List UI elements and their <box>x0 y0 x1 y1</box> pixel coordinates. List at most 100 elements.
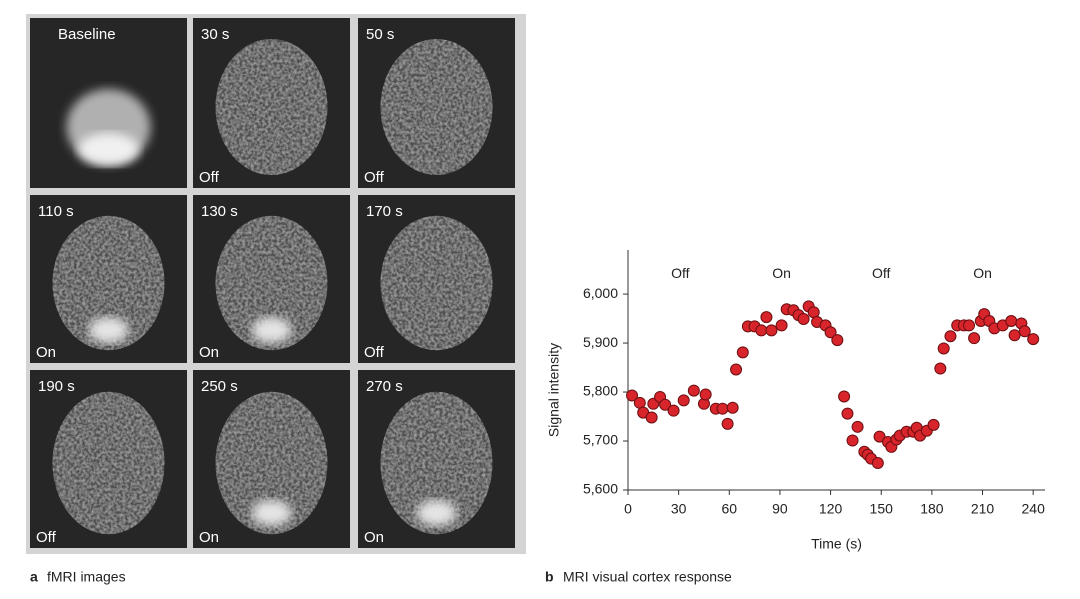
point <box>721 417 734 430</box>
annotation: Off <box>872 265 891 281</box>
image-state-label: On <box>199 344 219 361</box>
y-tick-label: 5,700 <box>583 432 618 448</box>
point <box>659 398 672 411</box>
point <box>765 324 778 337</box>
fmri-image: 110 s On <box>30 195 187 363</box>
point <box>838 390 851 403</box>
chart: 5,600 5,700 5,800 5,900 6,000 0 30 60 90 120 150 18… <box>546 250 1045 552</box>
y-tick-label: 5,900 <box>583 334 618 350</box>
fmri-image: 130 s On <box>193 195 350 363</box>
annotation: On <box>772 265 791 281</box>
brain <box>215 39 328 175</box>
point <box>699 388 712 401</box>
x-tick-label: 0 <box>624 501 632 517</box>
y-axis-label: Signal intensity <box>546 343 562 437</box>
fmri-image: 50 s Off <box>358 18 515 188</box>
brain <box>52 215 165 351</box>
image-time-label: Baseline <box>58 26 116 43</box>
point <box>927 418 940 431</box>
fmri-image: 270 s On <box>358 370 515 548</box>
point <box>937 342 950 355</box>
point <box>824 326 837 339</box>
fmri-image: 250 s On <box>193 370 350 548</box>
x-tick-label: 210 <box>971 501 995 517</box>
image-time-label: 50 s <box>366 26 394 43</box>
fmri-image: 170 s Off <box>358 195 515 363</box>
annotation: On <box>973 265 992 281</box>
point <box>831 334 844 347</box>
image-state-label: Off <box>364 344 385 361</box>
point <box>1005 315 1018 328</box>
x-tick-label: 30 <box>671 501 687 517</box>
point <box>687 384 700 397</box>
point <box>645 411 658 424</box>
point <box>1027 333 1040 346</box>
point <box>934 362 947 375</box>
image-time-label: 250 s <box>201 378 238 395</box>
brain <box>215 391 328 535</box>
point <box>841 407 854 420</box>
point <box>667 404 680 417</box>
x-tick-label: 60 <box>722 501 738 517</box>
point <box>1018 325 1031 338</box>
point <box>726 401 739 414</box>
y-tick-label: 5,800 <box>583 383 618 399</box>
image-time-label: 30 s <box>201 26 229 43</box>
x-tick-label: 90 <box>772 501 788 517</box>
brain <box>380 215 493 351</box>
activation <box>88 317 129 344</box>
image-time-label: 190 s <box>38 378 75 395</box>
point <box>871 457 884 470</box>
image-grid: Baseline 30 s Off 50 s Off 110 s On 130 s On 170 … <box>30 18 515 548</box>
point <box>626 389 639 402</box>
x-tick-label: 150 <box>870 501 894 517</box>
panel-caption: MRI visual cortex response <box>563 569 732 585</box>
brain <box>380 39 493 175</box>
annotation: Off <box>671 265 690 281</box>
point <box>944 330 957 343</box>
y-tick-label: 6,000 <box>583 285 618 301</box>
brain-baseline-bright <box>78 133 139 165</box>
x-tick-label: 240 <box>1022 501 1046 517</box>
point <box>1008 329 1021 342</box>
image-state-label: On <box>364 529 384 546</box>
brain <box>380 391 493 535</box>
point <box>968 332 981 345</box>
brain <box>52 391 165 535</box>
image-state-label: On <box>199 529 219 546</box>
activation <box>416 499 457 526</box>
fmri-image: 190 s Off <box>30 370 187 548</box>
panel-letter: b <box>545 569 554 585</box>
point <box>677 394 690 407</box>
image-time-label: 110 s <box>38 203 74 220</box>
image-time-label: 130 s <box>201 203 238 220</box>
image-state-label: On <box>36 344 56 361</box>
fmri-image: 30 s Off <box>193 18 350 188</box>
activation <box>251 499 292 526</box>
fmri-image: Baseline <box>30 18 187 188</box>
panel-caption: fMRI images <box>47 569 126 585</box>
y-tick-label: 5,600 <box>583 481 618 497</box>
x-tick-label: 180 <box>920 501 944 517</box>
point <box>730 363 743 376</box>
image-time-label: 170 s <box>366 203 403 220</box>
activation <box>251 317 292 344</box>
x-tick-label: 120 <box>819 501 843 517</box>
point <box>846 434 859 447</box>
image-state-label: Off <box>199 169 220 186</box>
image-state-label: Off <box>364 169 385 186</box>
point <box>736 346 749 359</box>
image-state-label: Off <box>36 529 57 546</box>
point <box>873 430 886 443</box>
brain <box>215 215 328 351</box>
point <box>716 402 729 415</box>
point <box>797 313 810 326</box>
point <box>851 420 864 433</box>
point <box>963 319 976 332</box>
image-time-label: 270 s <box>366 378 403 395</box>
point <box>775 319 788 332</box>
panel-letter: a <box>30 569 38 585</box>
point <box>760 311 773 324</box>
point <box>755 324 768 337</box>
